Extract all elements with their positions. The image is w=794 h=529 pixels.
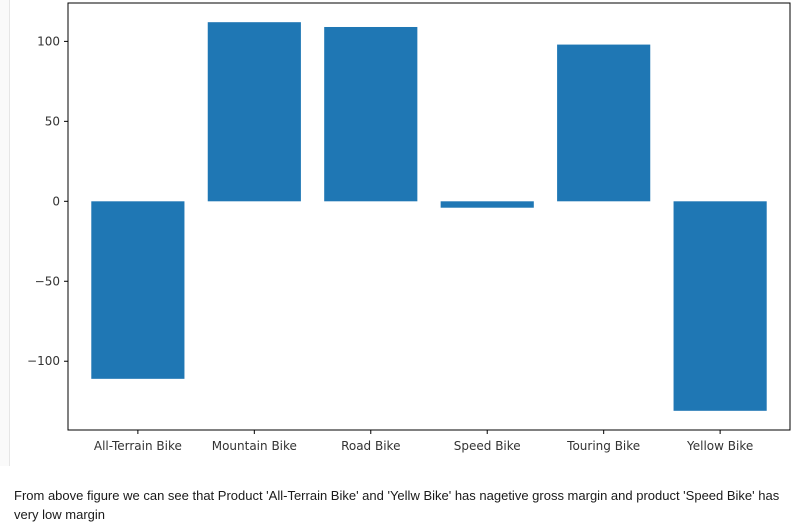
x-tick-label: Touring Bike bbox=[566, 439, 640, 453]
y-tick-label: −50 bbox=[35, 274, 60, 288]
bar-speed-bike bbox=[440, 201, 534, 208]
bar-touring-bike bbox=[557, 44, 651, 202]
x-tick-label: Mountain Bike bbox=[212, 439, 297, 453]
cell-gutter bbox=[0, 0, 10, 466]
bar-road-bike bbox=[324, 26, 418, 202]
bar-mountain-bike bbox=[207, 22, 301, 202]
y-tick-label: −100 bbox=[27, 354, 60, 368]
y-tick-label: 50 bbox=[45, 114, 60, 128]
x-axis: All-Terrain Bike Mountain Bike Road Bike Sp… bbox=[94, 430, 753, 453]
y-tick-label: 100 bbox=[37, 34, 60, 48]
caption-text: From above figure we can see that Produc… bbox=[14, 488, 780, 522]
y-tick-label: 0 bbox=[52, 194, 60, 208]
bar-all-terrain-bike bbox=[91, 201, 185, 379]
bar-yellow-bike bbox=[673, 201, 767, 411]
x-tick-label: Road Bike bbox=[341, 439, 400, 453]
plot-frame bbox=[67, 2, 791, 431]
x-tick-label: Speed Bike bbox=[454, 439, 521, 453]
bar-chart: 100 50 0 −50 −100 All-Terrain Bike Mountain B… bbox=[27, 2, 791, 453]
bars-group bbox=[91, 22, 767, 411]
y-axis: 100 50 0 −50 −100 bbox=[27, 34, 68, 368]
bar-chart-svg: 100 50 0 −50 −100 All-Terrain Bike Mountain B… bbox=[27, 2, 791, 453]
x-tick-label: All-Terrain Bike bbox=[94, 439, 182, 453]
x-tick-label: Yellow Bike bbox=[686, 439, 753, 453]
